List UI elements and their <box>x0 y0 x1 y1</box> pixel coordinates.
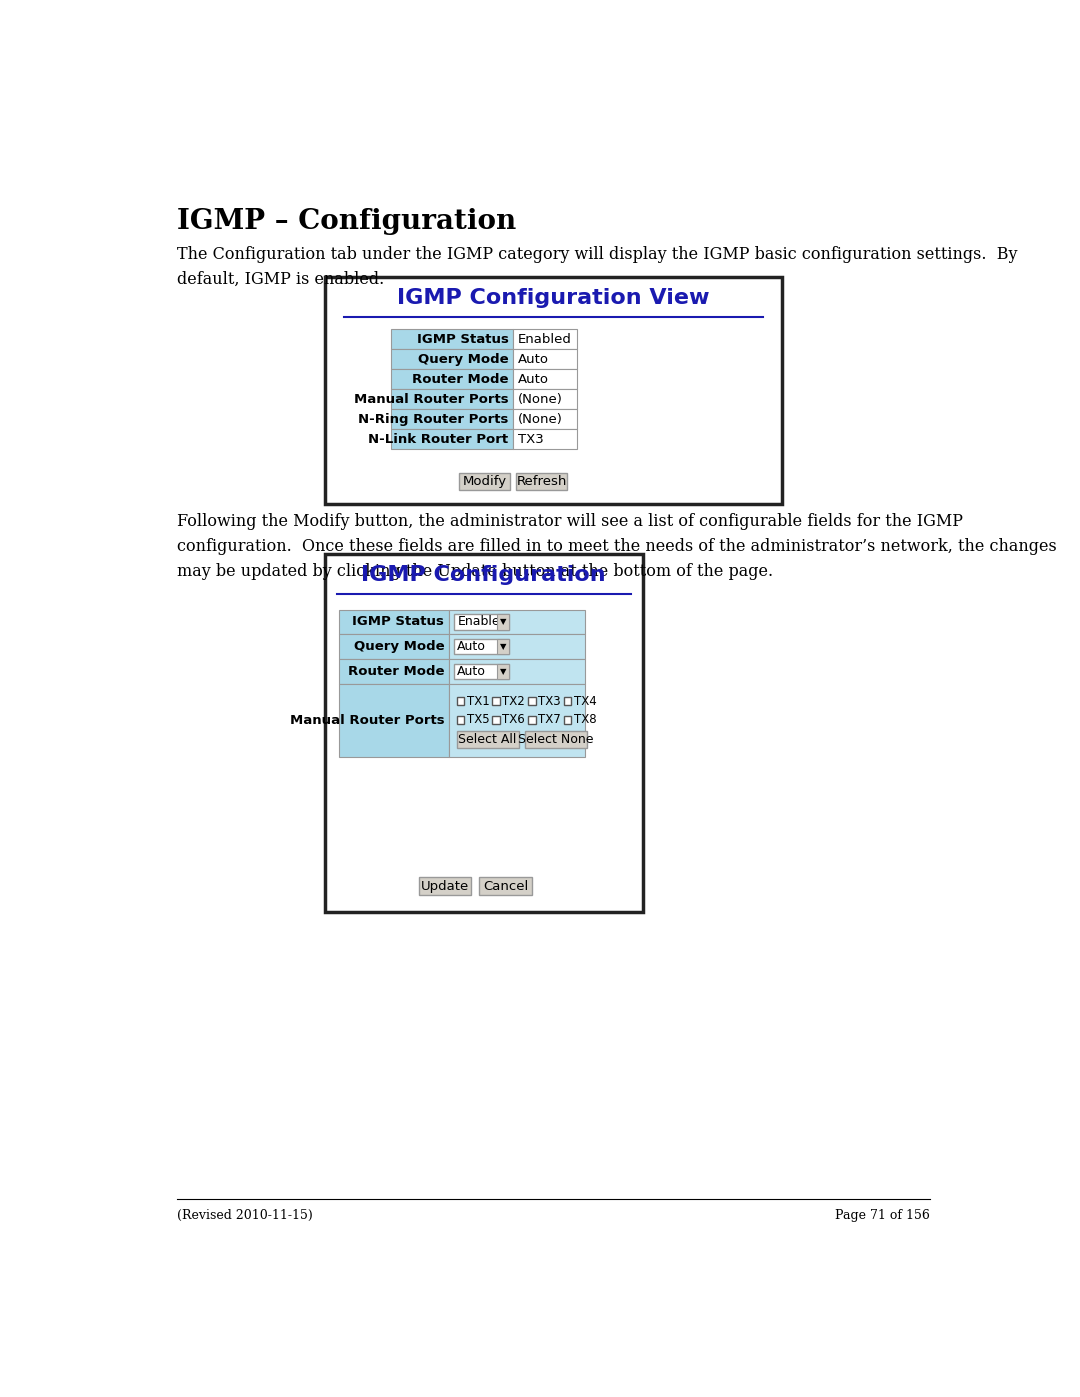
Text: Update: Update <box>421 880 469 893</box>
Text: TX3: TX3 <box>517 433 543 446</box>
FancyBboxPatch shape <box>497 638 510 654</box>
Text: ▼: ▼ <box>500 666 507 676</box>
Text: TX7: TX7 <box>538 714 561 726</box>
Text: (None): (None) <box>517 414 563 426</box>
Text: The Configuration tab under the IGMP category will display the IGMP basic config: The Configuration tab under the IGMP cat… <box>177 246 1017 288</box>
FancyBboxPatch shape <box>513 409 577 429</box>
FancyBboxPatch shape <box>391 390 513 409</box>
FancyBboxPatch shape <box>525 731 586 749</box>
FancyBboxPatch shape <box>454 615 510 630</box>
FancyBboxPatch shape <box>564 715 571 724</box>
FancyBboxPatch shape <box>391 409 513 429</box>
FancyBboxPatch shape <box>457 697 464 705</box>
Text: (Revised 2010-11-15): (Revised 2010-11-15) <box>177 1208 312 1222</box>
Text: Cancel: Cancel <box>483 880 528 893</box>
Text: Auto: Auto <box>458 640 486 652</box>
Text: Page 71 of 156: Page 71 of 156 <box>835 1208 930 1222</box>
Text: TX2: TX2 <box>502 694 525 708</box>
Text: Select All: Select All <box>458 733 517 746</box>
FancyBboxPatch shape <box>528 697 536 705</box>
FancyBboxPatch shape <box>564 697 571 705</box>
FancyBboxPatch shape <box>391 429 513 450</box>
FancyBboxPatch shape <box>528 715 536 724</box>
Text: IGMP Configuration View: IGMP Configuration View <box>397 288 710 307</box>
FancyBboxPatch shape <box>449 634 584 659</box>
FancyBboxPatch shape <box>339 659 449 683</box>
Text: TX5: TX5 <box>467 714 489 726</box>
FancyBboxPatch shape <box>497 664 510 679</box>
Text: Refresh: Refresh <box>516 475 567 488</box>
FancyBboxPatch shape <box>459 472 510 490</box>
Text: TX3: TX3 <box>538 694 561 708</box>
FancyBboxPatch shape <box>391 330 513 349</box>
FancyBboxPatch shape <box>339 634 449 659</box>
Text: (None): (None) <box>517 393 563 407</box>
Text: TX6: TX6 <box>502 714 525 726</box>
FancyBboxPatch shape <box>449 659 584 683</box>
FancyBboxPatch shape <box>454 638 510 654</box>
FancyBboxPatch shape <box>492 715 500 724</box>
FancyBboxPatch shape <box>391 369 513 390</box>
FancyBboxPatch shape <box>325 555 643 912</box>
Text: Modify: Modify <box>462 475 507 488</box>
FancyBboxPatch shape <box>457 715 464 724</box>
Text: Auto: Auto <box>517 373 549 386</box>
FancyBboxPatch shape <box>454 664 510 679</box>
FancyBboxPatch shape <box>513 390 577 409</box>
Text: ▼: ▼ <box>500 617 507 626</box>
Text: Auto: Auto <box>458 665 486 678</box>
FancyBboxPatch shape <box>449 609 584 634</box>
Text: Manual Router Ports: Manual Router Ports <box>354 393 509 407</box>
Text: Manual Router Ports: Manual Router Ports <box>289 714 444 726</box>
FancyBboxPatch shape <box>513 330 577 349</box>
FancyBboxPatch shape <box>325 277 782 504</box>
Text: N-Link Router Port: N-Link Router Port <box>368 433 509 446</box>
FancyBboxPatch shape <box>419 877 471 895</box>
Text: IGMP Status: IGMP Status <box>352 616 444 629</box>
Text: TX8: TX8 <box>573 714 596 726</box>
Text: TX4: TX4 <box>573 694 596 708</box>
Text: Auto: Auto <box>517 353 549 366</box>
FancyBboxPatch shape <box>480 877 531 895</box>
FancyBboxPatch shape <box>449 683 584 757</box>
FancyBboxPatch shape <box>513 429 577 450</box>
FancyBboxPatch shape <box>339 683 449 757</box>
Text: Query Mode: Query Mode <box>418 353 509 366</box>
FancyBboxPatch shape <box>513 369 577 390</box>
FancyBboxPatch shape <box>492 697 500 705</box>
Text: IGMP Configuration: IGMP Configuration <box>362 564 606 585</box>
Text: Select None: Select None <box>518 733 594 746</box>
Text: Router Mode: Router Mode <box>413 373 509 386</box>
Text: Enabled: Enabled <box>458 616 508 629</box>
Text: ▼: ▼ <box>500 643 507 651</box>
FancyBboxPatch shape <box>391 349 513 369</box>
Text: Query Mode: Query Mode <box>353 640 444 652</box>
FancyBboxPatch shape <box>457 731 518 749</box>
Text: TX1: TX1 <box>467 694 489 708</box>
FancyBboxPatch shape <box>513 349 577 369</box>
Text: N-Ring Router Ports: N-Ring Router Ports <box>359 414 509 426</box>
Text: Router Mode: Router Mode <box>348 665 444 678</box>
FancyBboxPatch shape <box>339 609 449 634</box>
Text: IGMP – Configuration: IGMP – Configuration <box>177 208 516 235</box>
Text: IGMP Status: IGMP Status <box>417 332 509 346</box>
Text: Following the Modify button, the administrator will see a list of configurable f: Following the Modify button, the adminis… <box>177 513 1056 580</box>
FancyBboxPatch shape <box>497 615 510 630</box>
FancyBboxPatch shape <box>516 472 567 490</box>
Text: Enabled: Enabled <box>517 332 571 346</box>
